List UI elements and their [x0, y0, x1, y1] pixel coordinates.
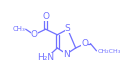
Text: S: S	[65, 24, 71, 33]
Text: O: O	[31, 30, 38, 39]
Text: N: N	[63, 50, 70, 59]
Text: CH₂CH₃: CH₂CH₃	[97, 49, 121, 54]
Text: O: O	[81, 39, 88, 48]
Text: H₂N: H₂N	[37, 53, 54, 62]
Text: CH₃: CH₃	[12, 26, 25, 32]
Text: O: O	[42, 12, 49, 21]
